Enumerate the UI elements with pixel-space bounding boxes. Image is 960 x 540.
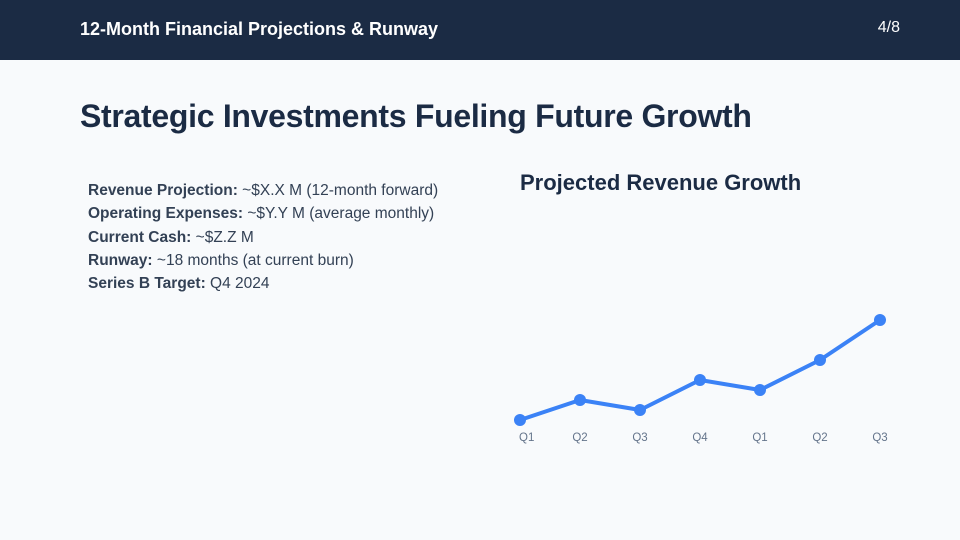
x-axis-label: Q2 (572, 432, 587, 444)
slide-heading: Strategic Investments Fueling Future Gro… (80, 98, 752, 134)
data-point (754, 384, 766, 396)
x-axis-label: Q2 (812, 432, 827, 444)
data-point (634, 404, 646, 416)
x-axis-label: Q4 (692, 432, 708, 444)
data-point (814, 354, 826, 366)
data-point (694, 374, 706, 386)
data-point (874, 314, 886, 326)
x-axis-label: Q3 (632, 432, 647, 444)
x-axis-label: Q1 (752, 432, 767, 444)
fact-label: Series B Target: (88, 275, 206, 293)
fact-value: Q4 2024 (205, 275, 270, 293)
fact-label: Current Cash: (88, 228, 192, 246)
fact-label: Runway: (88, 251, 153, 269)
x-axis-label: Q3 (872, 432, 887, 444)
chart-title: Projected Revenue Growth (520, 170, 802, 195)
data-point (514, 414, 526, 426)
fact-label: Operating Expenses: (88, 205, 244, 223)
fact-revenue-projection: Revenue Projection: ~$X.X M (12-month fo… (88, 179, 438, 202)
fact-value: ~18 months (at current burn) (152, 251, 354, 269)
revenue-line (519, 318, 882, 422)
fact-label: Revenue Projection: (88, 182, 238, 199)
page-indicator: 4/8 (877, 19, 900, 36)
fact-value: ~$Z.Z M (191, 228, 254, 246)
deck-title: 12-Month Financial Projections & Runway (80, 19, 439, 39)
data-point (574, 394, 586, 406)
fact-value: ~$X.X M (12-month forward) (237, 182, 439, 199)
fact-value: ~$Y.Y M (average monthly) (243, 205, 435, 223)
fact-series-b-target: Series B Target: Q4 2024 (88, 272, 438, 295)
fact-current-cash: Current Cash: ~$Z.Z M (88, 226, 438, 249)
fact-runway: Runway: ~18 months (at current burn) (88, 249, 438, 272)
fact-operating-expenses: Operating Expenses: ~$Y.Y M (average mon… (88, 202, 438, 225)
key-facts-list: Revenue Projection: ~$X.X M (12-month fo… (88, 179, 438, 295)
x-axis-label: Q1 (519, 432, 534, 444)
header-bar: 12-Month Financial Projections & Runway … (0, 0, 960, 60)
